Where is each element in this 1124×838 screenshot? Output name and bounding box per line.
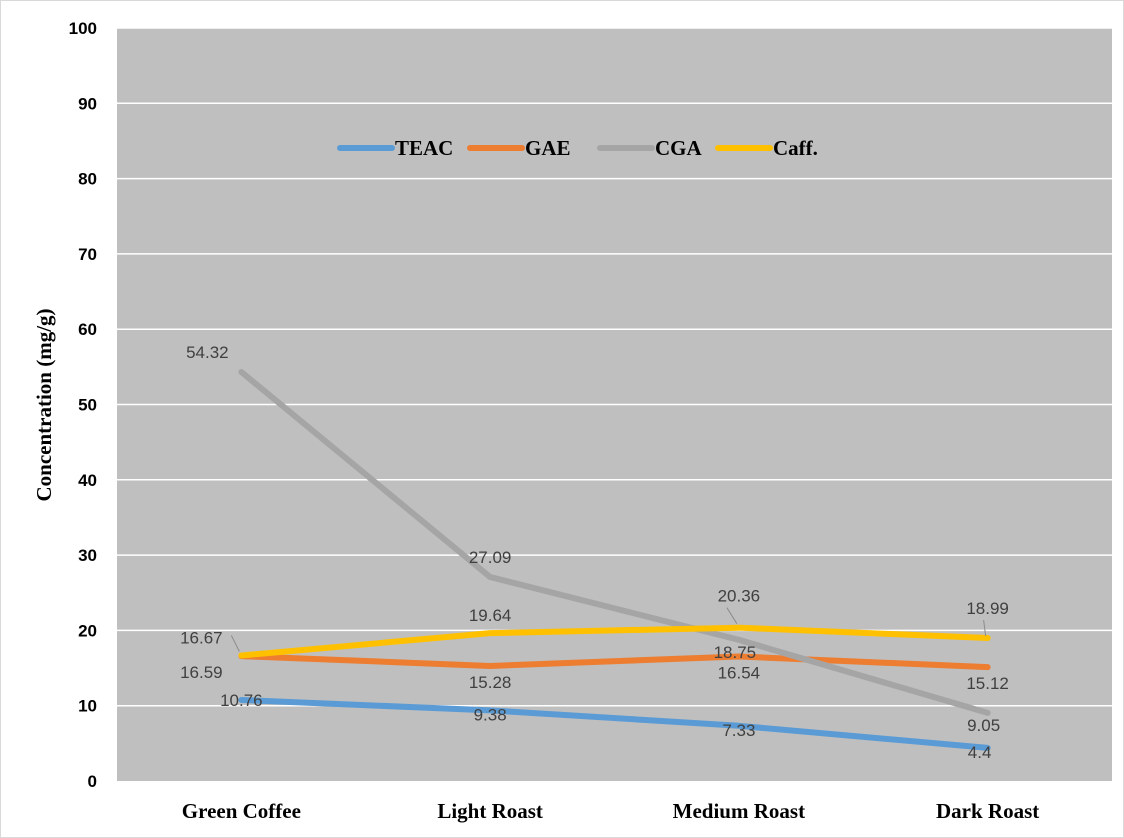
y-tick-label: 70 [78, 245, 97, 264]
series-line-teac [238, 696, 991, 751]
series-line-caff [238, 624, 991, 659]
data-label: 18.75 [714, 643, 757, 662]
y-tick-label: 50 [78, 396, 97, 415]
data-label: 10.76 [220, 691, 263, 710]
data-labels: 10.76 9.38 7.33 4.4 16.59 15.28 16.54 15.12 54.3… [180, 343, 1009, 762]
y-tick-label: 30 [78, 546, 97, 565]
data-label: 15.12 [966, 674, 1009, 693]
data-label: 16.59 [180, 663, 223, 682]
x-category-label: Dark Roast [936, 799, 1039, 823]
series-lines [238, 368, 991, 751]
y-tick-label: 100 [69, 19, 97, 38]
data-label: 20.36 [718, 587, 761, 606]
data-label: 4.4 [968, 743, 992, 762]
data-label: 9.05 [967, 716, 1000, 735]
x-axis-categories: Green Coffee Light Roast Medium Roast Dark … [182, 799, 1039, 823]
data-label: 27.09 [469, 548, 512, 567]
data-label: 15.28 [469, 673, 512, 692]
y-tick-label: 10 [78, 697, 97, 716]
leader-line [230, 635, 240, 652]
legend-label: GAE [525, 136, 571, 160]
data-label: 16.54 [718, 663, 761, 682]
x-category-label: Green Coffee [182, 799, 301, 823]
data-label: 7.33 [722, 721, 755, 740]
y-tick-label: 80 [78, 170, 97, 189]
data-label: 9.38 [474, 705, 507, 724]
legend-label: Caff. [773, 136, 818, 160]
y-tick-label: 20 [78, 621, 97, 640]
y-tick-label: 60 [78, 320, 97, 339]
leader-line [983, 619, 987, 637]
legend-label: TEAC [395, 136, 453, 160]
series-line-cga [238, 368, 991, 716]
legend: TEAC GAE CGA Caff. [337, 136, 818, 160]
data-label: 18.99 [966, 599, 1009, 618]
data-label: 54.32 [186, 343, 229, 362]
y-axis-ticks: 0 10 20 30 40 50 60 70 80 90 100 [69, 19, 97, 791]
data-label: 16.67 [180, 628, 223, 647]
y-axis-label: Concentration (mg/g) [32, 308, 56, 501]
leader-line [726, 607, 738, 624]
y-tick-label: 0 [88, 772, 97, 791]
x-category-label: Medium Roast [673, 799, 805, 823]
legend-label: CGA [655, 136, 703, 160]
y-tick-label: 90 [78, 94, 97, 113]
series-line-gae [238, 653, 991, 671]
y-tick-label: 40 [78, 471, 97, 490]
x-category-label: Light Roast [437, 799, 543, 823]
data-label: 19.64 [469, 606, 512, 625]
gridlines [117, 27, 1112, 707]
